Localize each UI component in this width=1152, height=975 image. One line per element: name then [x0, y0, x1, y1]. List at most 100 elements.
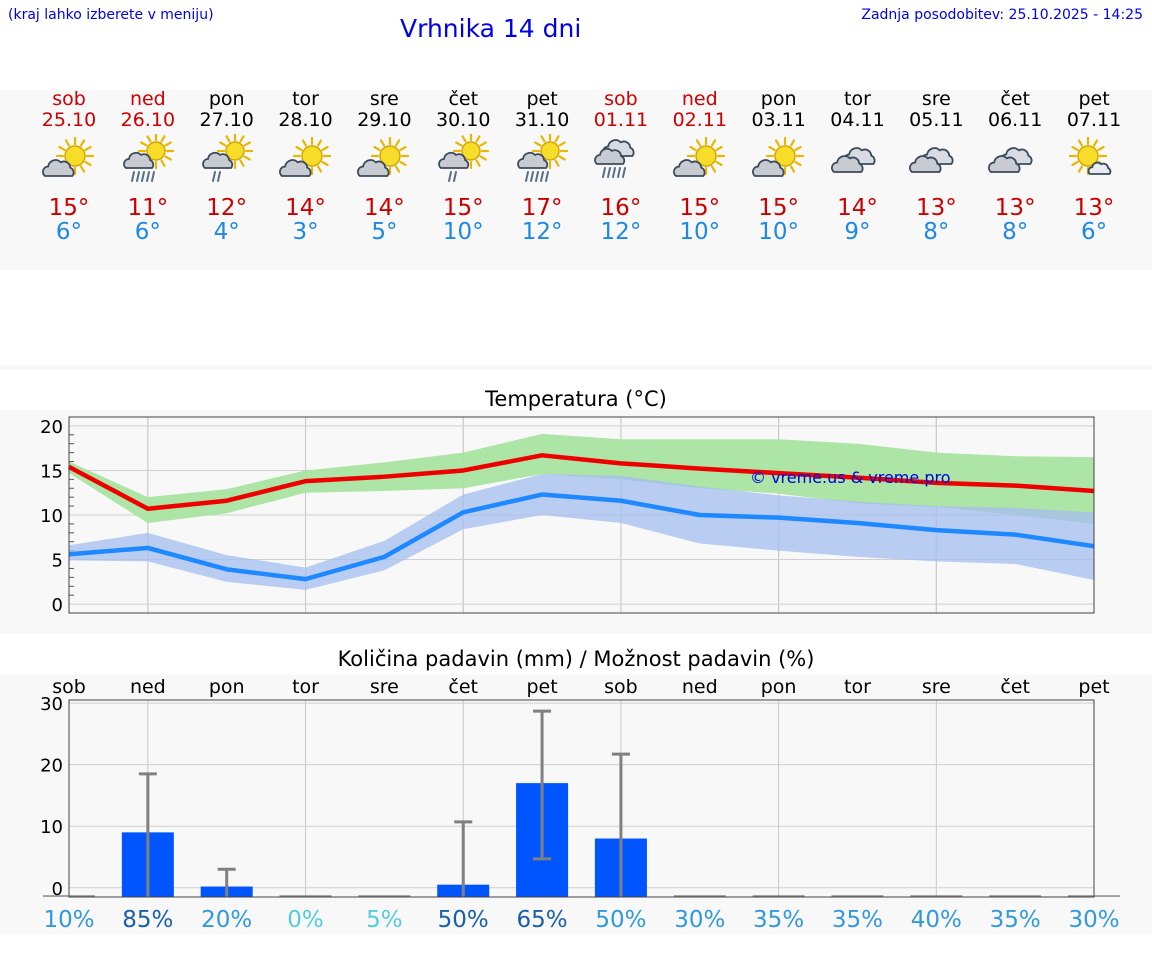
- range-band-min: [69, 474, 1094, 590]
- day-date: 06.11: [987, 109, 1043, 131]
- precip-probability: 20%: [201, 907, 252, 933]
- min-temp: 8°: [923, 219, 950, 245]
- category-label: čet: [1000, 676, 1030, 698]
- max-temp: 15°: [679, 195, 721, 221]
- day-column: pon 03.11 15° 10°: [739, 88, 819, 245]
- range-band-max: [69, 433, 1094, 524]
- category-label: sre: [370, 676, 399, 698]
- precip-probability: 35%: [832, 907, 883, 933]
- sun-cloud-icon: [751, 136, 804, 177]
- day-name: ned: [681, 88, 718, 110]
- precip-bar: [831, 895, 884, 897]
- day-column: ned 26.10 11° 6°: [108, 88, 188, 245]
- max-temp: 13°: [915, 195, 957, 221]
- category-label: tor: [292, 676, 319, 698]
- category-label: pet: [526, 676, 557, 698]
- max-temp: 12°: [206, 195, 248, 221]
- category-label: pon: [209, 676, 245, 698]
- day-column: čet 30.10 15° 10°: [423, 88, 503, 245]
- day-column: sob 25.10 15° 6°: [29, 88, 109, 245]
- precip-probability: 30%: [1068, 907, 1119, 933]
- watermark: © vreme.us & vreme.pro: [750, 468, 951, 487]
- category-label: pon: [761, 676, 797, 698]
- precip-probability: 50%: [438, 907, 489, 933]
- min-temp: 6°: [1080, 219, 1108, 245]
- day-date: 27.10: [199, 109, 254, 131]
- max-temp: 14°: [285, 195, 326, 221]
- max-temp: 15°: [442, 195, 484, 221]
- sun-cloud-icon: [357, 136, 410, 177]
- day-date: 30.10: [436, 109, 491, 131]
- min-temp: 12°: [521, 219, 563, 245]
- y-tick-label: 0: [52, 595, 63, 616]
- min-temp: 10°: [758, 219, 800, 245]
- max-temp: 16°: [600, 195, 642, 221]
- day-date: 01.11: [593, 109, 649, 131]
- precip-probability: 85%: [122, 907, 173, 933]
- min-temp: 5°: [371, 219, 398, 245]
- precip-probability: 40%: [911, 907, 962, 933]
- sun-small-cloud-icon: [1068, 136, 1112, 176]
- sun-cloud-icon: [278, 136, 331, 177]
- separator-band: [0, 365, 1152, 370]
- y-tick-label: 20: [40, 756, 63, 777]
- min-temp: 12°: [600, 219, 642, 245]
- precip-bar: [358, 895, 411, 897]
- day-date: 07.11: [1066, 109, 1122, 131]
- day-column: sre 05.11 13° 8°: [896, 88, 976, 245]
- precip-bar: [673, 895, 726, 897]
- day-name: pet: [1078, 88, 1110, 110]
- category-label: čet: [448, 676, 478, 698]
- day-date: 25.10: [41, 109, 97, 131]
- cloudy-icon: [909, 147, 954, 173]
- max-temp: 14°: [837, 195, 878, 221]
- category-label: ned: [682, 676, 718, 698]
- day-column: tor 28.10 14° 3°: [266, 88, 346, 245]
- series-line-min: [68, 492, 1095, 582]
- precip-bar: [279, 895, 332, 897]
- category-label: sob: [52, 676, 86, 698]
- y-tick-label: 15: [40, 461, 63, 482]
- min-temp: 6°: [134, 219, 161, 245]
- max-temp: 15°: [48, 195, 90, 221]
- category-label: tor: [844, 676, 871, 698]
- day-column: sre 29.10 14° 5°: [344, 88, 424, 245]
- day-date: 29.10: [357, 109, 412, 131]
- day-column: pet 07.11 13° 6°: [1054, 88, 1134, 245]
- day-date: 26.10: [120, 109, 176, 131]
- day-name: tor: [292, 88, 319, 110]
- day-column: ned 02.11 15° 10°: [660, 88, 740, 245]
- category-label: sob: [604, 676, 638, 698]
- plot-border: [68, 699, 1095, 898]
- precip-bar: [910, 895, 963, 897]
- location-menu-hint[interactable]: (kraj lahko izberete v meniju): [8, 7, 214, 23]
- precip-bar: [752, 895, 805, 897]
- sun-cloud-rain-icon: [517, 134, 569, 182]
- day-column: tor 04.11 14° 9°: [818, 88, 898, 245]
- day-name: sre: [369, 88, 399, 110]
- temperature-chart: 0 5 10 15 20 © vreme.us & vreme.pro: [40, 416, 1095, 616]
- sun-cloud-icon: [672, 136, 725, 177]
- max-temp: 13°: [994, 195, 1036, 221]
- day-name: pon: [208, 88, 245, 110]
- max-temp: 11°: [127, 195, 169, 221]
- y-tick-label: 10: [40, 506, 63, 527]
- daily-forecast-row: sob 25.10 15° 6° ned 26.10 11° 6° pon 27.10 12° 4° t…: [0, 88, 1152, 270]
- precip-probability: 5%: [366, 907, 403, 933]
- category-label: pet: [1078, 676, 1109, 698]
- day-name: pon: [760, 88, 797, 110]
- precipitation-chart-title: Količina padavin (mm) / Možnost padavin …: [337, 647, 815, 671]
- precip-probability: 0%: [287, 907, 324, 933]
- max-temp: 14°: [364, 195, 405, 221]
- min-temp: 9°: [844, 219, 871, 245]
- day-date: 02.11: [672, 109, 727, 131]
- sun-cloud-drizzle-icon: [201, 134, 253, 182]
- cloudy-icon: [988, 147, 1033, 173]
- day-column: čet 06.11 13° 8°: [975, 88, 1055, 245]
- min-temp: 10°: [679, 219, 721, 245]
- day-date: 28.10: [278, 109, 333, 131]
- y-tick-label: 20: [40, 417, 63, 438]
- day-name: ned: [129, 88, 166, 110]
- min-temp: 8°: [1002, 219, 1029, 245]
- min-temp: 3°: [292, 219, 319, 245]
